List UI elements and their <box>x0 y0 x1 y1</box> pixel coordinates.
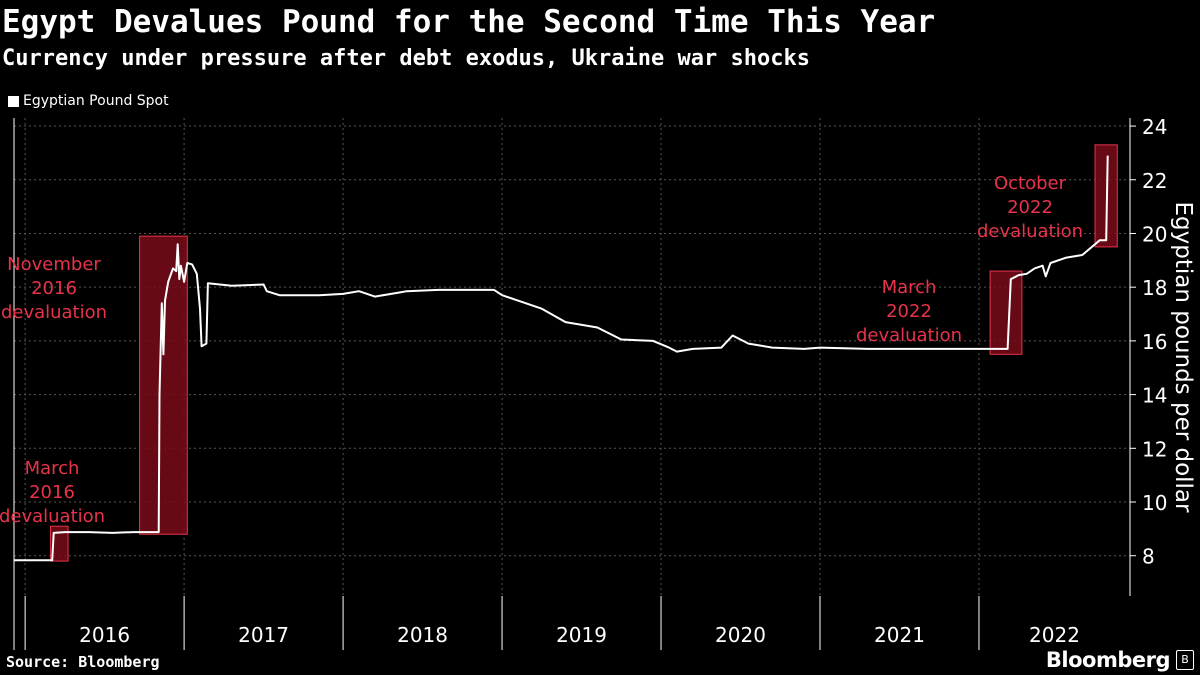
annotation-label: devaluation <box>1 302 107 323</box>
annotation-label: devaluation <box>977 221 1083 242</box>
y-axis-title: Egyptian pounds per dollar <box>1170 202 1196 514</box>
x-tick-label: 2017 <box>238 623 289 647</box>
legend-swatch <box>8 95 19 107</box>
y-tick-label: 18 <box>1142 276 1167 300</box>
x-tick-label: 2021 <box>874 623 925 647</box>
y-tick-label: 12 <box>1142 437 1167 461</box>
x-tick-label: 2016 <box>79 623 130 647</box>
y-tick-label: 14 <box>1142 384 1167 408</box>
x-tick-label: 2020 <box>715 623 766 647</box>
y-tick-label: 8 <box>1142 545 1155 569</box>
annotation-label: devaluation <box>856 325 962 346</box>
y-tick-label: 24 <box>1142 115 1167 139</box>
annotation-box <box>989 270 1023 355</box>
brand-icon: B <box>1176 650 1194 670</box>
annotation-label: 2022 <box>1007 197 1053 218</box>
annotation-label: March <box>25 458 80 479</box>
y-tick-label: 16 <box>1142 330 1167 354</box>
x-tick-label: 2018 <box>397 623 448 647</box>
annotation-label: 2022 <box>886 301 932 322</box>
y-tick-label: 20 <box>1142 222 1167 246</box>
y-tick-label: 10 <box>1142 491 1167 515</box>
chart-title: Egypt Devalues Pound for the Second Time… <box>2 4 936 40</box>
series-line <box>14 155 1109 562</box>
annotation-label: 2016 <box>29 482 75 503</box>
annotation-label: November <box>7 254 101 275</box>
annotation-label: devaluation <box>0 506 105 527</box>
x-tick-label: 2019 <box>556 623 607 647</box>
x-tick-label: 2022 <box>1029 623 1080 647</box>
y-tick-label: 22 <box>1142 169 1167 193</box>
legend: Egyptian Pound Spot <box>8 93 169 109</box>
annotation-box <box>50 525 69 562</box>
annotation-label: October <box>994 173 1067 194</box>
annotation-label: March <box>882 277 937 298</box>
annotation-box <box>139 235 188 535</box>
annotation-label: 2016 <box>31 278 77 299</box>
brand-logo: Bloomberg <box>1045 648 1171 672</box>
source-note: Source: Bloomberg <box>6 653 160 671</box>
legend-label: Egyptian Pound Spot <box>23 93 169 109</box>
chart-subtitle: Currency under pressure after debt exodu… <box>2 46 810 71</box>
